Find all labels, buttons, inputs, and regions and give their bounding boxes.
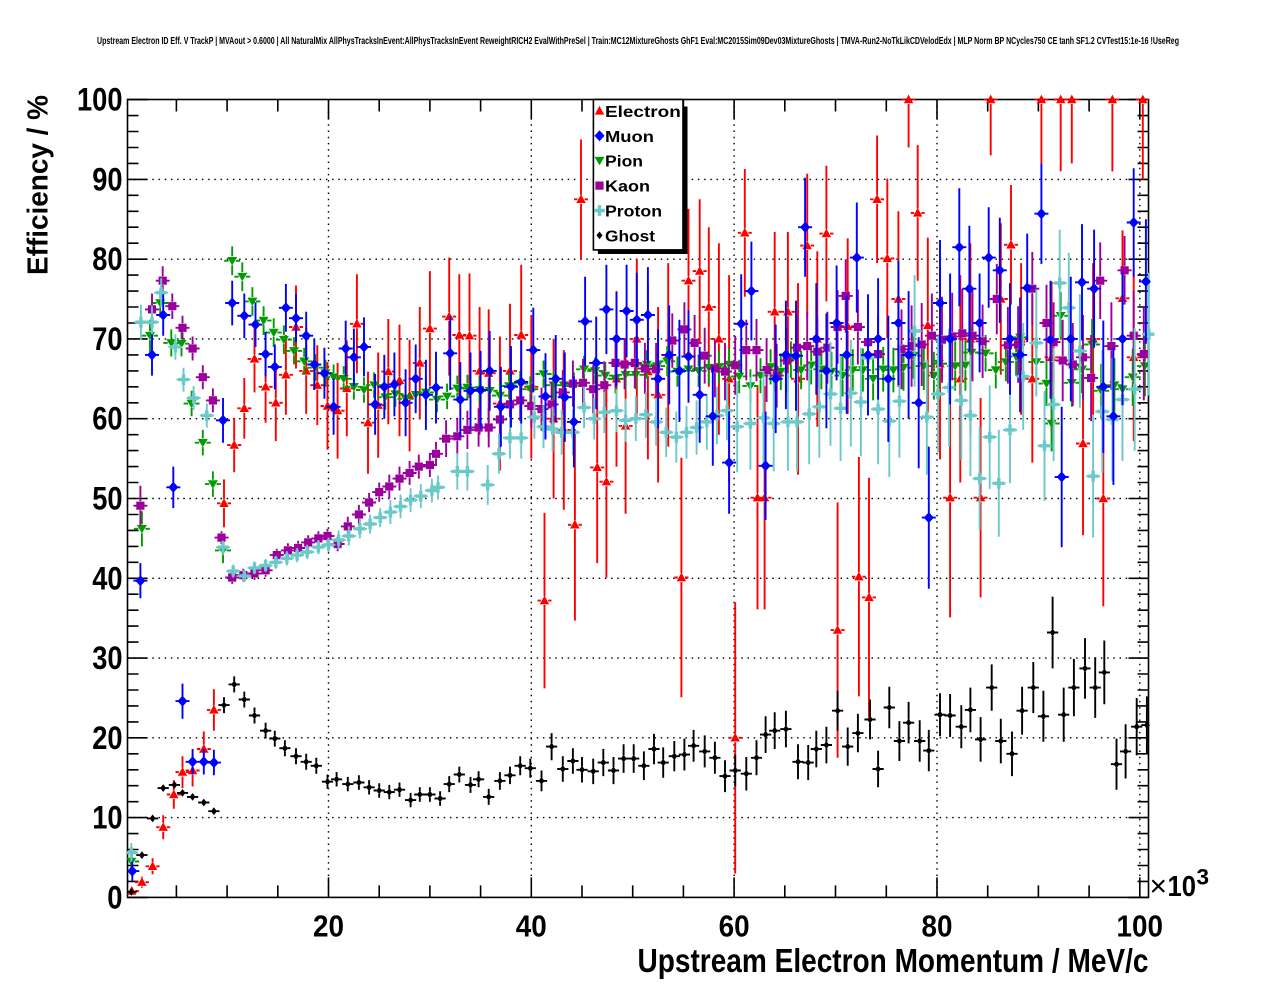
svg-text:Upstream Electron Momentum / M: Upstream Electron Momentum / MeV/c bbox=[638, 942, 1149, 979]
svg-text:40: 40 bbox=[92, 560, 122, 596]
svg-text:Kaon: Kaon bbox=[605, 179, 650, 196]
svg-text:80: 80 bbox=[92, 241, 122, 277]
svg-text:90: 90 bbox=[92, 161, 122, 197]
svg-text:0: 0 bbox=[107, 879, 122, 915]
svg-text:Efficiency / %: Efficiency / % bbox=[23, 95, 55, 275]
svg-text:Pion: Pion bbox=[605, 154, 643, 171]
svg-text:50: 50 bbox=[92, 481, 122, 517]
svg-text:60: 60 bbox=[92, 401, 122, 437]
svg-text:Electron: Electron bbox=[605, 104, 681, 121]
svg-text:70: 70 bbox=[92, 321, 122, 357]
svg-text:80: 80 bbox=[922, 909, 953, 944]
svg-text:60: 60 bbox=[719, 909, 750, 944]
svg-text:40: 40 bbox=[516, 909, 547, 944]
svg-text:30: 30 bbox=[92, 640, 122, 676]
svg-text:20: 20 bbox=[92, 720, 122, 756]
svg-text:20: 20 bbox=[313, 909, 344, 944]
svg-text:Ghost: Ghost bbox=[605, 228, 656, 245]
svg-text:3: 3 bbox=[1197, 865, 1210, 890]
svg-text:100: 100 bbox=[77, 82, 123, 118]
svg-text:Proton: Proton bbox=[605, 204, 662, 221]
svg-text:10: 10 bbox=[1168, 871, 1197, 903]
svg-text:100: 100 bbox=[1117, 909, 1164, 944]
svg-text:×: × bbox=[1150, 870, 1168, 903]
svg-text:Muon: Muon bbox=[605, 129, 654, 146]
svg-text:Upstream Electron ID Eff. V Tr: Upstream Electron ID Eff. V TrackP | MVA… bbox=[97, 35, 1179, 47]
svg-text:10: 10 bbox=[92, 800, 122, 836]
